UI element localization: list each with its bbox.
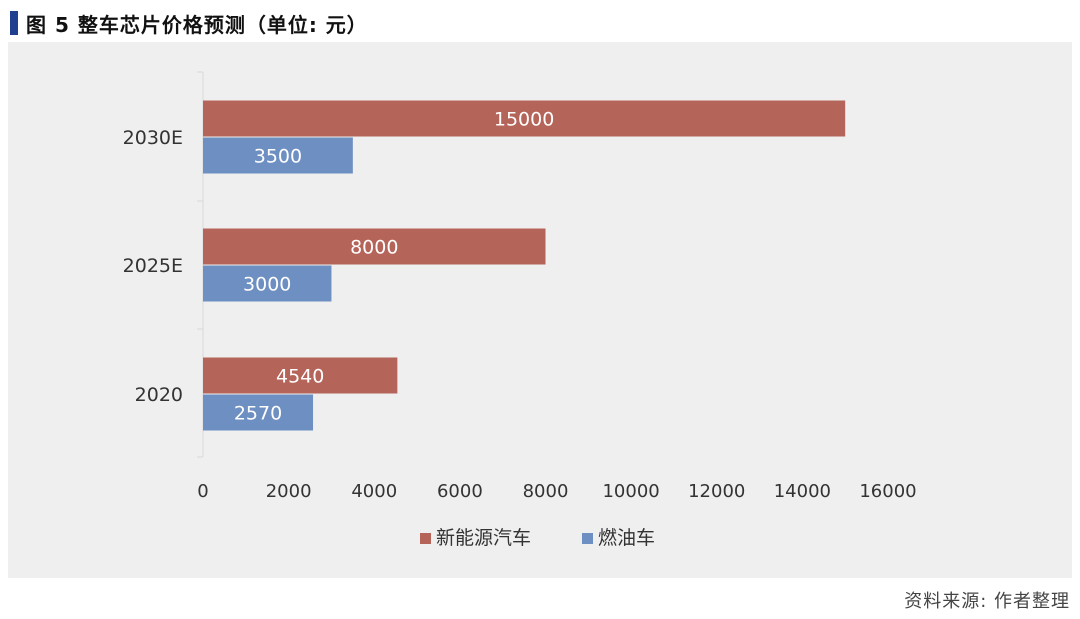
- x-tick-label: 12000: [688, 481, 745, 502]
- x-tick-label: 16000: [859, 481, 916, 502]
- category-label: 2025E: [123, 255, 183, 277]
- source-note: 资料来源: 作者整理: [904, 591, 1070, 612]
- chart-panel: 15000 3500 2030E 8000 3000 2025E 4540 2570 2020 0…: [8, 42, 1072, 578]
- x-tick-label: 4000: [351, 481, 397, 502]
- legend-swatch-nev: [420, 533, 431, 544]
- data-label: 15000: [494, 109, 554, 131]
- category-label: 2030E: [123, 127, 183, 149]
- x-tick-label: 14000: [774, 481, 831, 502]
- data-label: 8000: [350, 237, 398, 259]
- x-tick-label: 10000: [602, 481, 659, 502]
- legend-label-nev: 新能源汽车: [436, 527, 531, 549]
- figure-title-bar: 图 5 整车芯片价格预测（单位: 元）: [10, 8, 368, 38]
- bar-ice: [203, 394, 314, 431]
- bar-nev: [203, 100, 846, 137]
- bar-nev: [203, 357, 398, 394]
- bar-chart: 15000 3500 2030E 8000 3000 2025E 4540 2570 2020 0…: [123, 71, 917, 549]
- data-label: 3500: [254, 146, 302, 168]
- category-label: 2020: [135, 384, 183, 406]
- x-tick-label: 6000: [437, 481, 483, 502]
- title-marker: [10, 11, 18, 35]
- legend-label-ice: 燃油车: [598, 527, 655, 549]
- data-label: 3000: [243, 274, 291, 296]
- bar-ice: [203, 265, 332, 302]
- x-tick-label: 8000: [523, 481, 569, 502]
- x-tick-label: 0: [197, 481, 208, 502]
- data-label: 4540: [276, 366, 324, 388]
- bar-nev: [203, 228, 546, 265]
- legend-swatch-ice: [582, 533, 593, 544]
- bar-ice: [203, 137, 353, 174]
- data-label: 2570: [234, 403, 282, 425]
- x-tick-label: 2000: [266, 481, 312, 502]
- figure-title: 图 5 整车芯片价格预测（单位: 元）: [26, 12, 368, 37]
